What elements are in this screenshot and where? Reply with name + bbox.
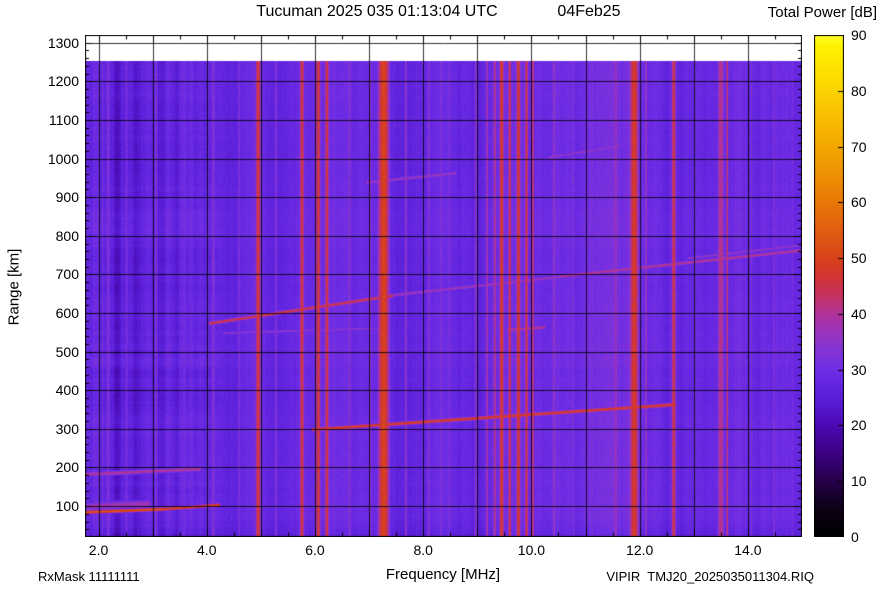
y-tick-label: 800 [55, 227, 79, 244]
y-tick-label: 700 [55, 266, 79, 283]
x-tick-label: 12.0 [626, 542, 654, 558]
x-tick-label: 4.0 [197, 542, 217, 558]
x-axis-title: Frequency [MHz] [385, 566, 501, 583]
y-tick-label: 1300 [47, 34, 79, 51]
x-tick-label: 14.0 [734, 542, 762, 558]
x-tick-label: 8.0 [413, 542, 433, 558]
x-tick-label: 6.0 [305, 542, 325, 558]
y-axis-title: Range [km] [5, 248, 23, 326]
x-tick-label: 2.0 [88, 542, 109, 558]
y-tick-label: 200 [55, 459, 79, 476]
colorbar-title: Total Power [dB] [767, 4, 877, 21]
plot-date-label: 04Feb25 [557, 3, 621, 20]
colorbar-tick-label: 80 [851, 82, 867, 99]
ionogram-heatmap [85, 35, 802, 537]
y-tick-label: 500 [55, 343, 79, 360]
y-tick-label: 900 [55, 189, 79, 206]
x-tick-label: 10.0 [517, 542, 546, 558]
colorbar [814, 35, 844, 537]
rxmask-label: RxMask 11111111 [38, 569, 140, 584]
plot-title: Tucuman 2025 035 01:13:04 UTC [256, 3, 498, 20]
y-tick-label: 1200 [47, 73, 79, 90]
y-tick-label: 1100 [48, 111, 79, 128]
y-tick-label: 400 [55, 382, 79, 399]
colorbar-tick-label: 90 [851, 27, 867, 43]
filename-label: VIPIR TMJ20_2025035011304.RIQ [606, 569, 814, 584]
colorbar-tick-label: 0 [851, 529, 859, 545]
colorbar-tick-label: 10 [851, 473, 867, 490]
y-tick-label: 600 [55, 305, 79, 322]
colorbar-tick-label: 60 [851, 194, 867, 211]
colorbar-tick-label: 50 [851, 250, 867, 267]
y-tick-label: 300 [55, 420, 79, 437]
colorbar-tick-label: 30 [851, 361, 867, 378]
colorbar-tick-label: 20 [851, 417, 867, 434]
colorbar-tick-label: 40 [851, 305, 867, 322]
colorbar-tick-label: 70 [851, 138, 867, 155]
y-tick-label: 100 [55, 498, 79, 515]
y-tick-label: 1000 [47, 150, 79, 167]
